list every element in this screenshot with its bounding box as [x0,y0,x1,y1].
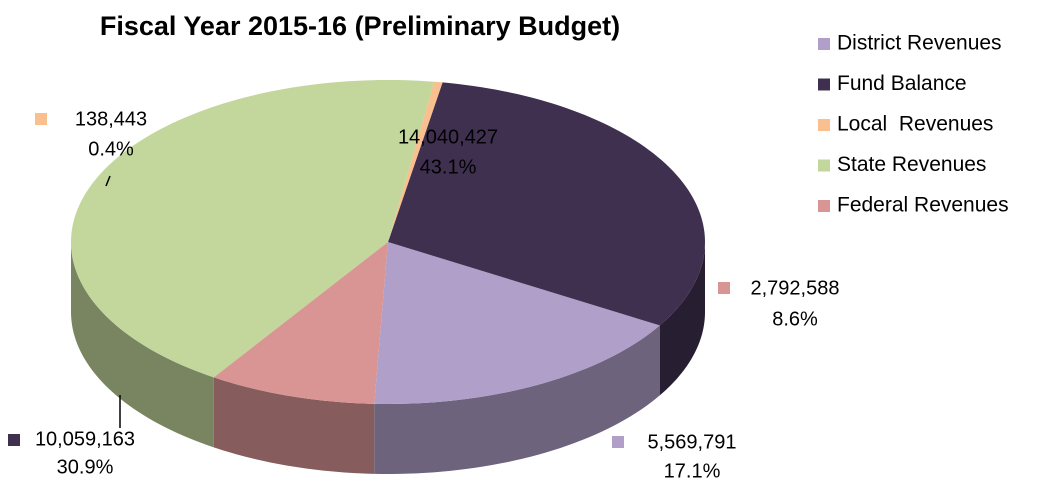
value-label: 138,443 [75,108,147,130]
legend-label: Local Revenues [837,113,993,136]
legend-swatch [818,159,830,172]
legend-swatch [818,200,830,212]
value-label: 5,569,791 [648,431,737,453]
legend-label: District Revenues [837,32,1002,55]
slice [213,242,388,404]
slice [388,81,443,242]
legend-label: Fund Balance [837,72,967,95]
value-label: 14,040,427 [398,126,498,148]
percent-label: 8.6% [772,308,818,330]
percent-label: 17.1% [664,460,721,482]
slice [71,80,435,378]
slice [374,242,660,404]
label-key [362,131,374,143]
legend-swatch [818,78,830,91]
label-key [718,282,730,294]
slice [388,82,705,326]
slice-side [374,325,660,474]
leader-line [105,175,111,187]
label-key [612,436,624,448]
legend-label: Federal Revenues [837,194,1009,217]
legend-swatch [818,38,830,50]
slice-side [213,377,375,474]
percent-label: 30.9% [57,456,114,478]
value-label: 10,059,163 [35,428,135,450]
label-key [8,434,20,446]
slice-side [659,242,705,396]
legend-swatch [818,119,830,131]
chart-title: Fiscal Year 2015-16 (Preliminary Budget) [100,11,620,41]
percent-label: 0.4% [88,138,134,160]
label-key [35,113,47,125]
slice-side [71,242,214,448]
legend-label: State Revenues [837,153,986,176]
percent-label: 43.1% [420,156,477,178]
value-label: 2,792,588 [751,277,840,299]
